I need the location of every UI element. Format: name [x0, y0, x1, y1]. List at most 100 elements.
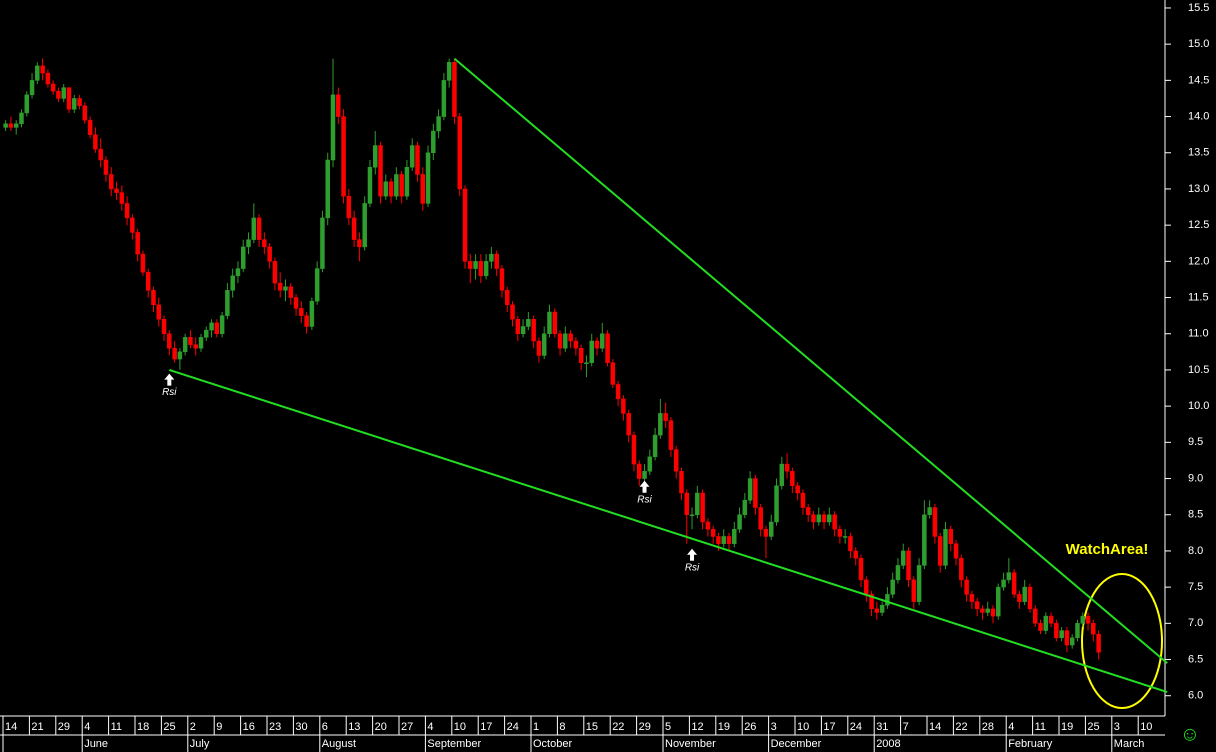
- candle-body: [1085, 615, 1091, 624]
- candle-body: [13, 123, 19, 128]
- candle-body: [483, 261, 489, 277]
- candle-body: [40, 65, 45, 74]
- signal-arrow: [164, 373, 175, 386]
- y-tick-label: 12.0: [1188, 255, 1209, 267]
- candle-body: [700, 492, 705, 523]
- candle-body: [610, 362, 616, 385]
- candle-body: [953, 543, 959, 559]
- candle-body: [219, 315, 225, 334]
- candle-body: [262, 239, 267, 248]
- candle-body: [420, 174, 426, 204]
- x-tick-label: 9: [216, 721, 222, 733]
- candle-body: [959, 557, 964, 581]
- candle-body: [130, 217, 135, 233]
- candle-body: [605, 333, 610, 363]
- candle-body: [869, 594, 874, 610]
- candle-body: [526, 319, 531, 327]
- x-tick-label: 10: [797, 721, 809, 733]
- candle-body: [615, 384, 621, 400]
- candle-body: [436, 116, 441, 132]
- x-tick-label: 7: [903, 721, 909, 733]
- candle-body: [351, 217, 357, 240]
- candle-body: [795, 485, 800, 494]
- y-tick-label: 11.0: [1188, 328, 1209, 340]
- candle-body: [103, 159, 109, 175]
- candle-body: [784, 463, 790, 472]
- candle-body: [415, 145, 420, 175]
- y-tick-label: 8.0: [1188, 545, 1203, 557]
- x-tick-label: 14: [929, 721, 941, 733]
- candle-body: [299, 308, 304, 316]
- candle-body: [737, 514, 742, 530]
- candle-body: [774, 485, 779, 523]
- x-tick-label: 10: [454, 721, 466, 733]
- candle-body: [557, 333, 563, 349]
- candle-body: [980, 608, 985, 613]
- x-tick-label: 4: [84, 721, 90, 733]
- candle-body: [156, 304, 162, 320]
- candle-body: [658, 413, 663, 436]
- candle-body: [372, 145, 378, 168]
- candle-body: [478, 261, 484, 277]
- candle-body: [642, 471, 647, 479]
- candle-body: [758, 507, 763, 530]
- candle-body: [56, 90, 61, 99]
- y-tick-label: 15.5: [1188, 2, 1209, 14]
- candle-body: [1080, 615, 1086, 624]
- candle-body: [996, 586, 1001, 617]
- candle-body: [462, 188, 468, 262]
- candle-body: [182, 337, 188, 353]
- candle-body: [209, 322, 214, 331]
- y-tick-label: 12.5: [1188, 219, 1209, 231]
- candle-body: [716, 536, 721, 544]
- x-tick-label: 13: [348, 721, 360, 733]
- candle-body: [283, 286, 288, 291]
- candle-body: [388, 181, 394, 197]
- x-tick-label: 21: [31, 721, 43, 733]
- candle-body: [568, 333, 573, 342]
- x-tick-label: 19: [1061, 721, 1073, 733]
- candle-body: [272, 261, 278, 284]
- candle-body: [906, 550, 911, 581]
- x-tick-label: 11: [111, 721, 122, 733]
- candle-body: [1038, 623, 1043, 631]
- candle-body: [489, 253, 494, 262]
- x-tick-label: 28: [982, 721, 994, 733]
- candle-body: [927, 507, 932, 515]
- candle-body: [726, 536, 732, 544]
- candle-body: [895, 565, 901, 581]
- x-tick-label: 16: [243, 721, 255, 733]
- candle-body: [66, 87, 72, 110]
- candle-body: [452, 62, 457, 117]
- candle-body: [441, 80, 447, 117]
- candle-body: [77, 98, 82, 106]
- candle-body: [3, 123, 8, 128]
- y-tick-label: 10.5: [1188, 364, 1209, 376]
- candle-body: [916, 565, 922, 602]
- candle-body: [145, 271, 151, 291]
- candle-body: [747, 478, 753, 501]
- candle-body: [240, 246, 246, 269]
- x-tick-label: 27: [401, 721, 413, 733]
- candle-body: [61, 87, 66, 99]
- candle-body: [842, 536, 848, 538]
- candle-body: [710, 528, 716, 537]
- candle-body: [721, 536, 726, 544]
- candle-body: [911, 579, 917, 602]
- candle-body: [816, 514, 822, 523]
- candle-body: [742, 500, 748, 515]
- candle-body: [35, 65, 40, 81]
- x-tick-label: 15: [586, 721, 598, 733]
- candle-body: [885, 594, 890, 606]
- candle-body: [943, 528, 948, 566]
- signal-label: Rsi: [162, 387, 177, 398]
- y-tick-label: 7.0: [1188, 617, 1203, 629]
- x-tick-label: 8: [559, 721, 565, 733]
- candle-body: [330, 94, 336, 161]
- candle-body: [922, 514, 927, 566]
- x-tick-label: 1: [533, 721, 539, 733]
- candle-body: [246, 239, 251, 248]
- x-tick-label: 20: [375, 721, 387, 733]
- candle-body: [446, 62, 452, 81]
- candle-body: [267, 246, 272, 262]
